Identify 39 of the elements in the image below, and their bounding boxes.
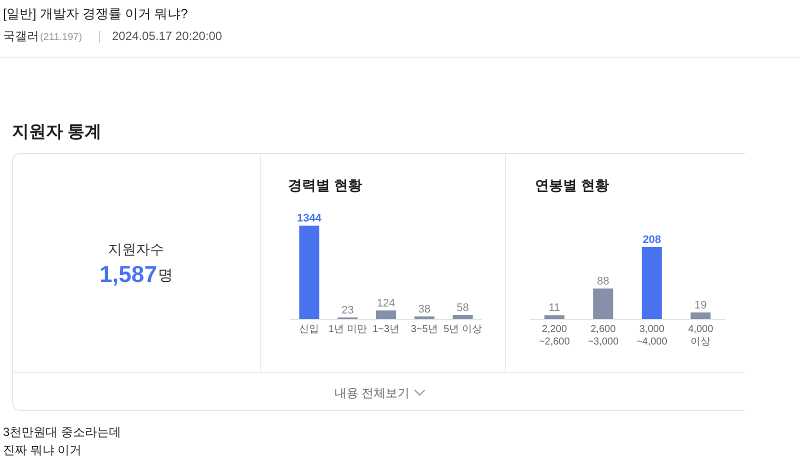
chart-title: 연봉별 현황 (535, 177, 609, 193)
text: 2024.05.17 20:20:00 (112, 29, 222, 43)
x-tick-label: 1~3년 (372, 324, 400, 335)
data-label: 11 (548, 302, 560, 314)
bar (376, 310, 396, 319)
text: 내용 전체보기 (334, 386, 410, 400)
x-tick-label: 3~5년 (410, 324, 438, 335)
text: 명 (158, 267, 173, 284)
bar (299, 226, 320, 319)
x-tick-label: 5년 이상 (444, 324, 482, 335)
x-tick-label: 3,000 ~4,000 (636, 324, 668, 348)
text: (211.197) (40, 32, 82, 43)
x-tick-label: 2,600 ~3,000 (588, 324, 619, 348)
data-label: 19 (694, 299, 707, 312)
bar (452, 314, 473, 319)
x-tick-label: 2,200 ~2,600 (538, 324, 570, 348)
x-tick-label: 신입 (299, 324, 320, 335)
bar (642, 246, 662, 319)
text: [일반] 개발자 경쟁률 이거 뭐냐? (3, 6, 188, 21)
text: 국갤러 (3, 29, 39, 43)
data-label: 124 (376, 297, 396, 310)
data-label: 58 (456, 302, 469, 314)
x-tick-label: 1년 미만 (328, 324, 367, 335)
text: 지원자수 (108, 241, 164, 257)
data-label: 88 (597, 276, 610, 288)
text: 지원자 통계 (12, 122, 102, 141)
x-tick-label: 4,000 이상 (688, 324, 714, 348)
bar (690, 312, 711, 319)
bar (593, 288, 614, 319)
data-label: 1344 (296, 212, 322, 225)
text: 3천만원대 중소라는데 (3, 425, 122, 439)
bar (414, 316, 434, 319)
text: 1,587 (99, 261, 157, 287)
bar (544, 315, 564, 319)
data-label: 38 (418, 303, 431, 316)
text: 진짜 뭐냐 이거 (3, 443, 82, 457)
data-label: 23 (341, 304, 354, 316)
chart-title: 경력별 현황 (288, 177, 362, 193)
data-label: 208 (642, 234, 662, 246)
